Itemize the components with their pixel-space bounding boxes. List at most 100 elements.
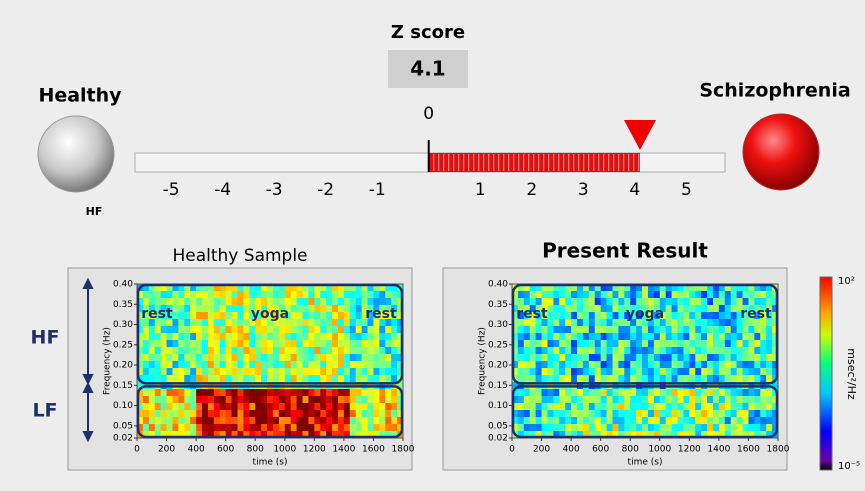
heatmap-cell — [207, 417, 215, 425]
heatmap-cell — [529, 424, 537, 432]
heatmap-cell — [207, 312, 215, 320]
heatmap-cell — [361, 368, 369, 376]
heatmap-cell — [547, 375, 554, 383]
heatmap-cell — [172, 312, 179, 320]
heatmap-cell — [760, 417, 767, 425]
heatmap-cell — [314, 312, 321, 320]
heatmap-cell — [742, 375, 749, 383]
heatmap-cell — [517, 410, 525, 418]
heatmap-cell — [343, 333, 351, 341]
heatmap-cell — [225, 340, 233, 348]
heatmap-cell — [760, 403, 767, 411]
heatmap-cell — [665, 326, 673, 334]
heatmap-cell — [166, 417, 173, 425]
heatmap-cell — [766, 340, 773, 348]
heatmap-cell — [308, 431, 315, 439]
heatmap-cell — [196, 298, 203, 306]
heatmap-cell — [391, 326, 398, 334]
colorbar-max: 10² — [838, 276, 855, 287]
heatmap-cell — [577, 403, 584, 411]
heatmap-cell — [290, 340, 298, 348]
heatmap-cell — [207, 298, 215, 306]
heatmap-cell — [361, 361, 369, 369]
heatmap-cell — [385, 410, 392, 418]
heatmap-cell — [582, 347, 590, 355]
heatmap-cell — [249, 305, 256, 313]
heatmap-cell — [178, 403, 185, 411]
heatmap-cell — [748, 284, 755, 292]
heatmap-cell — [349, 375, 357, 383]
heatmap-cell — [541, 326, 548, 334]
colorbar — [819, 276, 833, 471]
heatmap-cell — [618, 424, 625, 432]
heatmap-cell — [397, 361, 404, 369]
heatmap-cell — [219, 368, 227, 376]
heatmap-cell — [278, 389, 286, 397]
heatmap-cell — [736, 424, 744, 432]
heatmap-cell — [373, 312, 380, 320]
heatmap-cell — [689, 326, 696, 334]
heatmap-cell — [267, 389, 274, 397]
heatmap-cell — [736, 354, 744, 362]
lf-box — [136, 385, 404, 439]
heatmap-cell — [582, 354, 590, 362]
heatmap-cell — [184, 291, 191, 299]
heatmap-cell — [618, 298, 625, 306]
heatmap-cell — [624, 354, 631, 362]
heatmap-cell — [385, 361, 392, 369]
heatmap-cell — [517, 431, 525, 439]
heatmap-cell — [689, 312, 696, 320]
heatmap-cell — [659, 396, 667, 404]
heatmap-cell — [367, 424, 374, 432]
heatmap-cell — [231, 284, 238, 292]
heatmap-cell — [296, 305, 304, 313]
heatmap-cell — [290, 417, 298, 425]
heatmap-cell — [689, 417, 696, 425]
heatmap-cell — [219, 410, 227, 418]
heatmap-cell — [355, 312, 363, 320]
heatmap-cell — [707, 375, 714, 383]
heatmap-cell — [225, 319, 233, 327]
heatmap-cell — [219, 361, 227, 369]
heatmap-cell — [689, 319, 696, 327]
heatmap-cell — [142, 375, 150, 383]
heatmap-cell — [196, 284, 203, 292]
heatmap-cell — [565, 361, 572, 369]
heatmap-cell — [736, 431, 744, 439]
heatmap-cell — [160, 291, 168, 299]
heatmap-cell — [642, 319, 649, 327]
heatmap-cell — [624, 410, 631, 418]
heatmap-cell — [231, 319, 238, 327]
heatmap-cell — [630, 375, 637, 383]
heatmap-cell — [659, 410, 667, 418]
heatmap-cell — [397, 382, 404, 390]
heatmap-cell — [582, 389, 590, 397]
heatmap-cell — [636, 340, 643, 348]
heatmap-cell — [653, 298, 661, 306]
heatmap-cell — [225, 354, 233, 362]
heatmap-cell — [237, 368, 244, 376]
heatmap-cell — [588, 396, 596, 404]
heatmap-cell — [255, 305, 262, 313]
heatmap-cell — [772, 326, 779, 334]
heatmap-cell — [618, 326, 625, 334]
heatmap-cell — [284, 368, 292, 376]
heatmap-cell — [754, 312, 761, 320]
heatmap-cell — [278, 312, 286, 320]
heatmap-cell — [373, 326, 380, 334]
heatmap-cell — [272, 403, 280, 411]
heatmap-cell — [231, 347, 238, 355]
heatmap-cell — [606, 340, 613, 348]
heatmap-cell — [689, 431, 696, 439]
heatmap-cell — [178, 389, 185, 397]
heatmap-cell — [290, 354, 298, 362]
heatmap-cell — [349, 312, 357, 320]
heatmap-cell — [772, 319, 779, 327]
heatmap-cell — [653, 403, 661, 411]
heatmap-cell — [718, 319, 726, 327]
heatmap-cell — [736, 291, 744, 299]
heatmap-cell — [659, 431, 667, 439]
heatmap-cell — [184, 312, 191, 320]
heatmap-cell — [665, 333, 673, 341]
heatmap-cell — [730, 312, 738, 320]
